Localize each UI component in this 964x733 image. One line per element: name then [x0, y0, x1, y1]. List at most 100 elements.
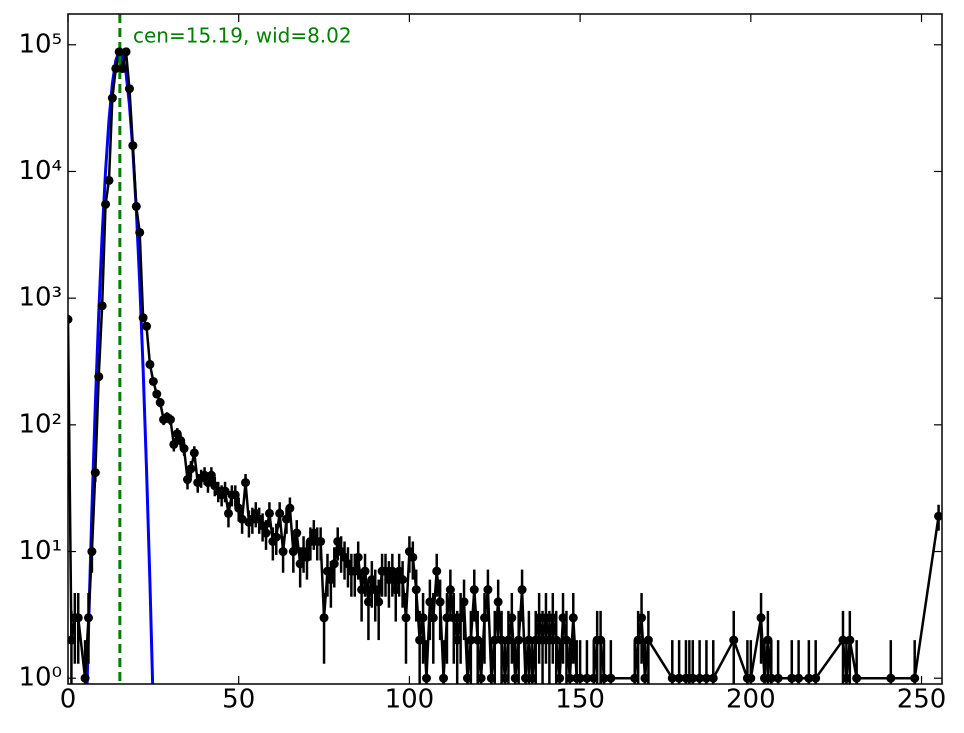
data-point	[766, 673, 776, 683]
data-point	[555, 673, 565, 683]
data-point	[852, 673, 862, 683]
data-point	[271, 532, 281, 542]
y-tick-label: 10³	[18, 283, 62, 313]
data-point	[674, 673, 684, 683]
data-point	[514, 635, 524, 645]
data-point	[121, 47, 131, 57]
data-point	[599, 673, 609, 683]
data-point	[145, 359, 155, 369]
data-point	[360, 566, 370, 576]
data-point	[118, 63, 128, 73]
data-point	[94, 372, 104, 382]
x-tick-label: 150	[555, 685, 605, 715]
data-point	[637, 613, 647, 623]
data-point	[189, 448, 199, 458]
data-point	[794, 673, 804, 683]
data-point	[73, 613, 83, 623]
x-tick-label: 100	[385, 685, 435, 715]
data-point	[223, 508, 233, 518]
plot-frame	[67, 13, 943, 685]
plot-area	[68, 14, 942, 684]
y-tick-label: 10¹	[18, 536, 62, 566]
data-point	[756, 613, 766, 623]
data-point	[804, 673, 814, 683]
data-point	[261, 528, 271, 538]
data-point	[910, 673, 920, 683]
data-point	[517, 585, 527, 595]
data-point	[695, 673, 705, 683]
data-point	[142, 321, 152, 331]
data-point	[230, 490, 240, 500]
data-point	[165, 415, 175, 425]
data-point	[101, 199, 111, 209]
y-tick-label: 10⁰	[18, 663, 62, 693]
data-point	[87, 547, 97, 557]
x-tick-label: 0	[60, 685, 77, 715]
data-point	[886, 673, 896, 683]
data-point	[787, 673, 797, 683]
data-point	[476, 673, 486, 683]
data-point	[155, 398, 165, 408]
data-point	[374, 597, 384, 607]
data-point	[104, 175, 114, 185]
axes: 0 50 100 150 200 250 10⁰ 10¹ 10² 10³ 10⁴ 10⁵	[18, 14, 946, 715]
fit-line	[85, 47, 155, 684]
data-point	[934, 511, 942, 521]
data-point	[128, 141, 138, 151]
data-point	[667, 673, 677, 683]
data-point	[97, 301, 107, 311]
data-point	[80, 673, 90, 683]
data-point	[83, 613, 93, 623]
data-point	[124, 84, 134, 94]
data-point	[316, 536, 326, 546]
data-point	[169, 439, 179, 449]
data-point	[179, 444, 189, 454]
data-point	[90, 468, 100, 478]
data-point	[148, 376, 158, 386]
data-point	[469, 585, 479, 595]
data-point	[264, 508, 274, 518]
data-point	[421, 673, 431, 683]
y-tick-label: 10⁴	[18, 156, 62, 186]
data-point	[507, 613, 517, 623]
data-point	[773, 673, 783, 683]
data-point	[445, 585, 455, 595]
data-point	[398, 575, 408, 585]
data-point	[241, 478, 251, 488]
data-line	[68, 51, 940, 680]
y-tick-label: 10²	[18, 409, 62, 439]
data-point	[701, 673, 711, 683]
data-point	[435, 597, 445, 607]
data-point	[708, 673, 718, 683]
data-point	[606, 673, 616, 683]
data-point	[319, 613, 329, 623]
x-tick-label: 50	[222, 685, 255, 715]
annotation: cen=15.19, wid=8.02	[133, 24, 352, 48]
data-point	[135, 227, 145, 237]
y-tick-label: 10⁵	[18, 29, 62, 59]
data-point	[401, 613, 411, 623]
data-point	[483, 585, 493, 595]
data-point	[811, 673, 821, 683]
data-point	[353, 552, 363, 562]
data-point	[131, 201, 141, 211]
data-point	[285, 503, 295, 513]
x-tick-label: 250	[897, 685, 947, 715]
data-point	[439, 673, 449, 683]
data-point	[408, 552, 418, 562]
data-point	[688, 673, 698, 683]
data-point	[68, 314, 73, 324]
data-point	[582, 673, 592, 683]
data-point	[418, 613, 428, 623]
data-point	[186, 464, 196, 474]
data-point	[845, 635, 855, 645]
data-point	[278, 547, 288, 557]
data-point	[237, 514, 247, 524]
data-point	[111, 63, 121, 73]
data-point	[428, 613, 438, 623]
data-point	[220, 486, 230, 496]
x-tick-label: 200	[726, 685, 776, 715]
data-point	[568, 613, 578, 623]
